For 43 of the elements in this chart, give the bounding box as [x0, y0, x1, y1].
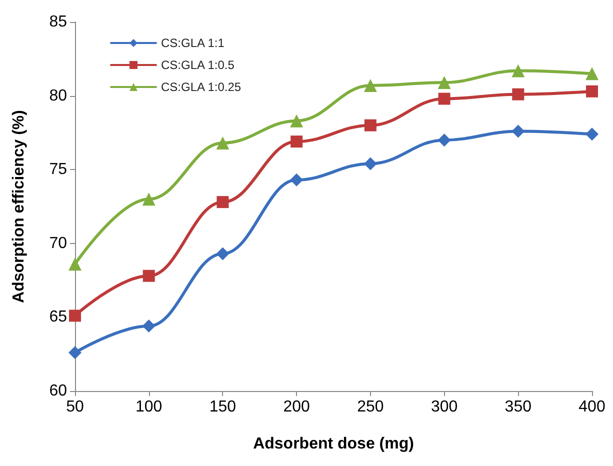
y-tick-label: 70	[49, 234, 68, 252]
point	[438, 76, 451, 90]
point	[438, 134, 451, 147]
legend-label: CS:GLA 1:1	[161, 36, 225, 50]
point	[586, 67, 598, 80]
y-axis-title: Adsorption efficiency (%)	[10, 110, 28, 303]
y-tick-label: 80	[49, 87, 68, 104]
point	[290, 136, 303, 148]
point	[216, 136, 230, 150]
x-tick-label: 200	[283, 398, 310, 416]
point	[142, 270, 155, 282]
y-tick-label: 65	[49, 308, 68, 326]
point	[216, 247, 230, 260]
y-tick-label: 85	[49, 14, 68, 30]
legend-label: CS:GLA 1:0.5	[161, 58, 235, 72]
point	[586, 128, 598, 141]
point	[438, 92, 450, 105]
point	[142, 192, 156, 206]
point	[216, 196, 229, 208]
point	[290, 173, 304, 186]
point	[586, 85, 598, 98]
x-axis-title: Adsorbent dose (mg)	[253, 436, 414, 452]
point	[364, 78, 377, 92]
legend-label: CS:GLA 1:0.25	[161, 80, 242, 94]
x-tick-label: 150	[209, 398, 236, 416]
point	[364, 157, 377, 170]
x-tick-label: 400	[578, 398, 606, 416]
point	[512, 88, 524, 100]
point	[69, 310, 81, 322]
point	[142, 320, 156, 333]
x-tick-label: 50	[66, 398, 84, 416]
point	[290, 114, 304, 128]
point	[364, 119, 376, 132]
point	[512, 64, 525, 78]
point	[68, 258, 82, 271]
x-tick-label: 350	[504, 398, 532, 416]
y-tick-label: 75	[49, 161, 68, 178]
point	[512, 124, 525, 138]
y-tick-label: 60	[49, 382, 68, 400]
point	[68, 346, 82, 360]
x-tick-label: 300	[430, 398, 458, 416]
x-tick-label: 100	[136, 398, 162, 416]
x-tick-label: 250	[357, 398, 384, 416]
